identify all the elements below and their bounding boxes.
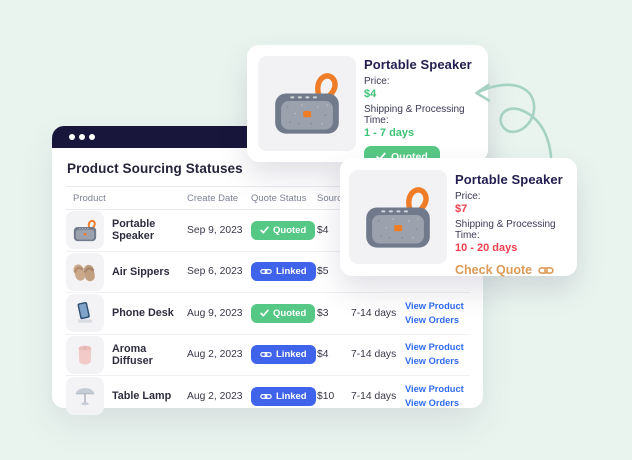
header-quote-status: Quote Status: [251, 192, 307, 204]
check-quote-link[interactable]: Check Quote: [455, 263, 554, 277]
product-name: Portable Speaker: [112, 218, 156, 243]
create-date: Sep 9, 2023: [187, 224, 243, 236]
sourcing-table: Product Create Date Quote Status Source …: [66, 186, 470, 417]
status-badge-linked[interactable]: Linked: [251, 345, 316, 365]
table-row-portable-speaker: Portable Speaker Sep 9, 2023 Quoted $4: [66, 210, 470, 252]
price-label: Price:: [455, 191, 481, 202]
window-dot-2[interactable]: [79, 134, 85, 140]
lamp-thumbnail: [66, 377, 104, 416]
shipping-days: 7-14 days: [351, 390, 397, 402]
view-orders-link[interactable]: View Orders: [405, 397, 460, 408]
price-value: $7: [455, 203, 468, 215]
diffuser-thumbnail: [66, 335, 104, 374]
shipping-days: 7-14 days: [351, 349, 397, 361]
check-icon: [260, 309, 269, 317]
speaker-product-image: [258, 56, 356, 151]
table-row-phone-desk: Phone Desk Aug 9, 2023 Quoted $3 7-14 da…: [66, 293, 470, 335]
status-badge-linked[interactable]: Linked: [251, 386, 316, 406]
quote-card-quoted: Portable Speaker Price: $4 Shipping & Pr…: [247, 45, 488, 167]
status-label: Quoted: [273, 224, 307, 236]
status-label: Linked: [276, 266, 307, 278]
shipping-label: Shipping & Processing Time:: [455, 219, 556, 241]
product-name: Aroma Diffuser: [112, 342, 153, 367]
table-header-row: Product Create Date Quote Status Source: [66, 186, 470, 210]
header-product: Product: [73, 192, 106, 204]
price-value: $4: [364, 88, 377, 100]
view-product-link[interactable]: View Product: [405, 300, 464, 311]
phone-stand-thumbnail: [66, 294, 104, 333]
table-row-table-lamp: Table Lamp Aug 2, 2023 Linked $10 7-14 d…: [66, 376, 470, 417]
shipping-value: 1 - 7 days: [364, 127, 415, 139]
speaker-product-image: [349, 170, 447, 264]
status-badge-linked[interactable]: Linked: [251, 262, 316, 282]
table-row-aroma-diffuser: Aroma Diffuser Aug 2, 2023 Linked $4 7-1…: [66, 335, 470, 376]
product-name: Table Lamp: [112, 390, 172, 403]
card-product-title: Portable Speaker: [364, 57, 472, 72]
create-date: Aug 9, 2023: [187, 307, 243, 319]
chain-link-icon: [260, 268, 272, 275]
shipping-label: Shipping & Processing Time:: [364, 104, 465, 126]
table-row-air-sippers: Air Sippers Sep 6, 2023 Linked $5: [66, 252, 470, 293]
window-dot-1[interactable]: [69, 134, 75, 140]
create-date: Sep 6, 2023: [187, 266, 243, 278]
status-label: Linked: [276, 349, 307, 361]
view-product-link[interactable]: View Product: [405, 342, 464, 353]
source-price: $4: [317, 349, 329, 361]
view-product-link[interactable]: View Product: [405, 383, 464, 394]
status-label: Quoted: [273, 307, 307, 319]
status-label: Linked: [276, 390, 307, 402]
source-price: $4: [317, 224, 329, 236]
status-badge-quoted[interactable]: Quoted: [251, 303, 316, 323]
view-orders-link[interactable]: View Orders: [405, 356, 460, 367]
header-create-date: Create Date: [187, 192, 239, 204]
status-badge-quoted[interactable]: Quoted: [251, 220, 316, 240]
check-icon: [260, 226, 269, 234]
window-dot-3[interactable]: [89, 134, 95, 140]
source-price: $10: [317, 390, 335, 402]
chain-link-icon: [260, 351, 272, 358]
product-name: Air Sippers: [112, 265, 170, 278]
shipping-value: 10 - 20 days: [455, 242, 518, 254]
speaker-thumbnail: [66, 211, 104, 250]
card-product-title: Portable Speaker: [455, 172, 563, 187]
create-date: Aug 2, 2023: [187, 349, 243, 361]
page-title: Product Sourcing Statuses: [67, 161, 243, 176]
create-date: Aug 2, 2023: [187, 390, 243, 402]
quote-card-check: Portable Speaker Price: $7 Shipping & Pr…: [340, 158, 577, 277]
chain-link-icon: [538, 266, 554, 275]
chain-link-icon: [260, 393, 272, 400]
product-name: Phone Desk: [112, 307, 174, 320]
check-quote-label: Check Quote: [455, 263, 533, 277]
source-price: $5: [317, 266, 329, 278]
header-source: Source: [317, 192, 348, 204]
price-label: Price:: [364, 76, 390, 87]
window-content: Product Sourcing Statuses Product Create…: [52, 148, 483, 417]
slippers-thumbnail: [66, 252, 104, 291]
shipping-days: 7-14 days: [351, 307, 397, 319]
view-orders-link[interactable]: View Orders: [405, 314, 460, 325]
source-price: $3: [317, 307, 329, 319]
